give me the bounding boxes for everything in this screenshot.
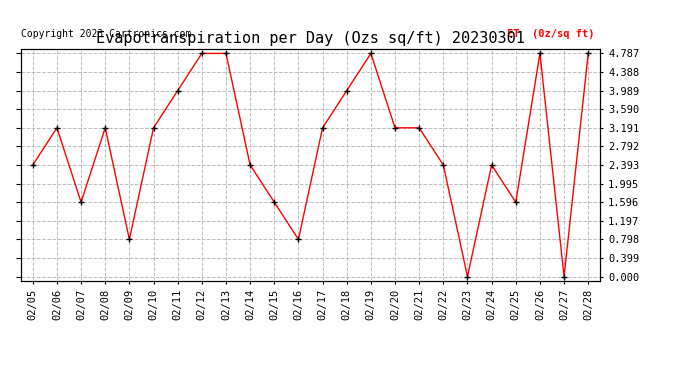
Text: Copyright 2023 Cartronics.com: Copyright 2023 Cartronics.com bbox=[21, 30, 191, 39]
Text: ET  (0z/sq ft): ET (0z/sq ft) bbox=[507, 30, 595, 39]
Title: Evapotranspiration per Day (Ozs sq/ft) 20230301: Evapotranspiration per Day (Ozs sq/ft) 2… bbox=[96, 31, 525, 46]
